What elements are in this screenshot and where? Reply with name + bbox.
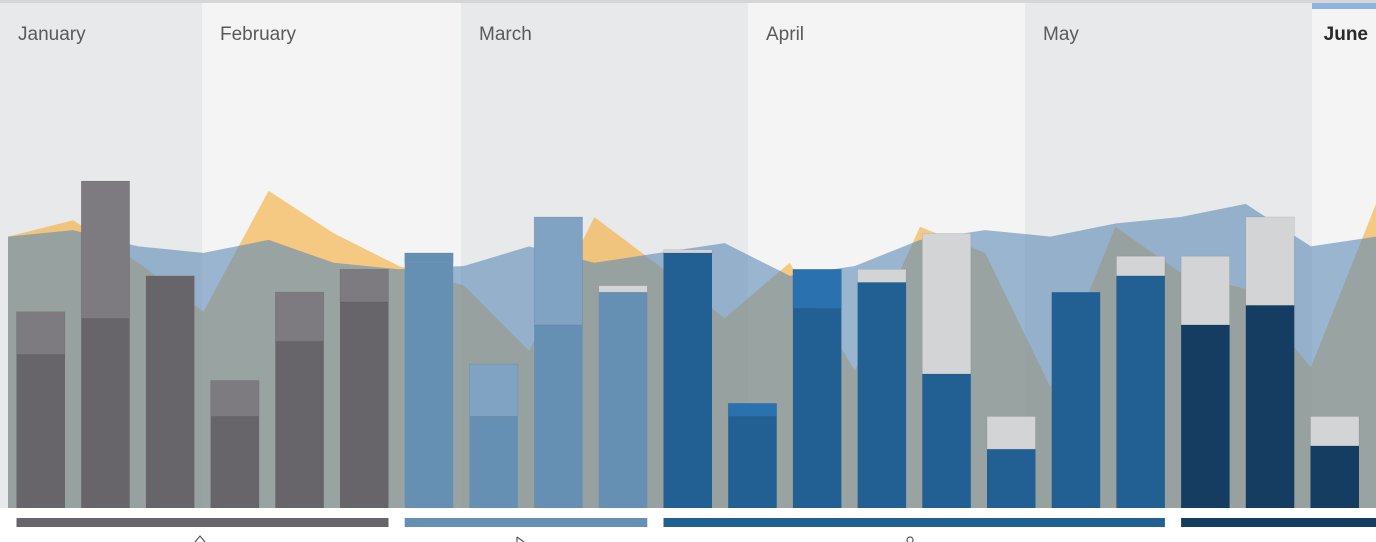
bar-base-segment: [16, 354, 65, 508]
bar-base-segment: [275, 341, 324, 508]
group-bar-4: [1181, 518, 1376, 527]
bar-1: [16, 311, 66, 508]
bar-base-segment: [145, 275, 195, 508]
bar-base-segment: [792, 308, 842, 508]
bar-base-segment: [469, 416, 518, 508]
bar-base-segment: [987, 449, 1036, 508]
bar-4: [210, 380, 260, 508]
month-label-june: June: [1324, 24, 1368, 45]
bar-base-segment: [404, 262, 454, 508]
bar-top-segment: [1310, 416, 1360, 447]
bar-base-segment: [1310, 445, 1359, 508]
month-label-march: March: [479, 24, 532, 45]
bar-5: [274, 291, 325, 508]
bar-3: [145, 275, 195, 508]
bar-12: [727, 403, 778, 508]
bar-8: [469, 363, 519, 508]
bar-top-segment: [727, 403, 778, 417]
month-label-january: January: [18, 24, 86, 45]
bar-base-segment: [663, 252, 712, 508]
pointer-icon: [516, 536, 525, 542]
bar-base-segment: [1051, 292, 1101, 508]
bar-21: [1310, 416, 1360, 508]
top-border: [0, 0, 1376, 3]
bar-16: [986, 416, 1036, 508]
bar-top-segment: [16, 311, 66, 355]
bar-13: [792, 268, 842, 508]
month-label-april: April: [766, 24, 804, 45]
bar-18: [1116, 255, 1166, 508]
month-label-may: May: [1043, 24, 1079, 45]
bar-top-segment: [404, 252, 454, 264]
bar-base-segment: [81, 318, 130, 508]
bar-base-segment: [1181, 324, 1230, 508]
bar-base-segment: [1116, 275, 1165, 508]
bar-top-segment: [533, 216, 583, 326]
bar-top-segment: [210, 380, 260, 417]
bar-base-segment: [857, 282, 907, 508]
current-month-indicator: [1312, 3, 1376, 9]
pin-icon: [906, 536, 914, 542]
group-bar-3: [663, 518, 1165, 527]
caret-up-icon: [194, 535, 206, 542]
group-bar-2: [404, 518, 648, 527]
bar-2: [80, 180, 130, 508]
bar-top-segment: [1116, 255, 1166, 277]
bar-top-segment: [598, 285, 648, 293]
bar-10: [598, 285, 648, 508]
bar-top-segment: [339, 268, 389, 303]
bar-top-segment: [663, 249, 713, 254]
bar-base-segment: [340, 301, 389, 508]
bar-15: [921, 233, 972, 508]
bar-17: [1051, 292, 1101, 508]
bar-top-segment: [1245, 216, 1295, 306]
bar-top-segment: [857, 268, 907, 283]
bar-base-segment: [728, 416, 777, 508]
bar-14: [857, 268, 907, 508]
bar-top-segment: [469, 363, 519, 417]
group-bar-1: [16, 518, 389, 527]
bar-base-segment: [598, 292, 648, 508]
bar-base-segment: [534, 324, 583, 508]
bar-top-segment: [921, 233, 972, 375]
bar-7: [404, 252, 454, 508]
bar-top-segment: [986, 416, 1036, 450]
bar-top-segment: [274, 291, 325, 342]
bar-base-segment: [922, 373, 971, 508]
bar-6: [339, 268, 389, 508]
bar-top-segment: [792, 268, 842, 309]
bar-top-segment: [1180, 255, 1230, 326]
bar-9: [533, 216, 583, 508]
bar-20: [1245, 216, 1295, 508]
month-label-february: February: [220, 24, 297, 45]
bar-11: [663, 249, 713, 508]
bar-base-segment: [210, 416, 260, 508]
bar-base-segment: [1245, 305, 1295, 508]
bar-top-segment: [80, 180, 130, 319]
bar-19: [1180, 255, 1230, 508]
